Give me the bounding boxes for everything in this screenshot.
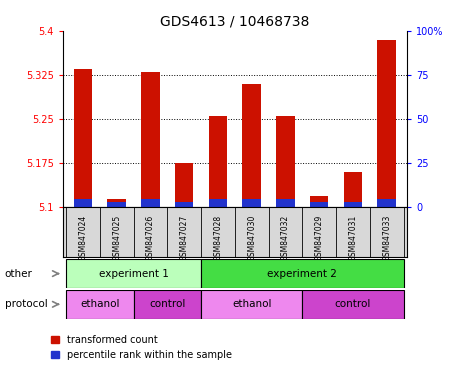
Bar — [74, 69, 92, 207]
Text: GSM847025: GSM847025 — [112, 215, 121, 261]
Bar — [133, 290, 201, 319]
Text: protocol: protocol — [5, 299, 47, 310]
Text: experiment 1: experiment 1 — [99, 268, 168, 279]
Text: GSM847028: GSM847028 — [213, 215, 222, 261]
Bar — [344, 202, 362, 207]
Text: ethanol: ethanol — [232, 299, 272, 310]
Bar — [276, 199, 295, 207]
Bar — [66, 259, 201, 288]
Bar — [201, 259, 404, 288]
Text: GSM847026: GSM847026 — [146, 215, 155, 261]
Bar — [107, 202, 126, 207]
Title: GDS4613 / 10468738: GDS4613 / 10468738 — [160, 14, 310, 28]
Bar — [378, 199, 396, 207]
Bar — [310, 202, 328, 207]
Text: GSM847033: GSM847033 — [382, 215, 391, 261]
Text: GSM847030: GSM847030 — [247, 215, 256, 261]
Bar — [141, 72, 160, 207]
Legend: transformed count, percentile rank within the sample: transformed count, percentile rank withi… — [51, 335, 232, 360]
Bar — [175, 202, 193, 207]
Bar — [310, 195, 328, 207]
Bar — [201, 290, 302, 319]
Text: ethanol: ethanol — [80, 299, 120, 310]
Bar — [74, 199, 92, 207]
Bar — [242, 84, 261, 207]
Bar — [209, 199, 227, 207]
Bar — [107, 199, 126, 207]
Bar — [276, 116, 295, 207]
Text: GSM847024: GSM847024 — [79, 215, 87, 261]
Bar — [302, 290, 404, 319]
Bar — [378, 40, 396, 207]
Text: GSM847031: GSM847031 — [348, 215, 358, 261]
Text: other: other — [5, 268, 33, 279]
Bar — [175, 163, 193, 207]
Text: control: control — [149, 299, 186, 310]
Text: control: control — [335, 299, 371, 310]
Text: GSM847029: GSM847029 — [315, 215, 324, 261]
Bar — [209, 116, 227, 207]
Text: GSM847032: GSM847032 — [281, 215, 290, 261]
Text: GSM847027: GSM847027 — [179, 215, 189, 261]
Bar — [242, 199, 261, 207]
Bar — [344, 172, 362, 207]
Bar — [66, 290, 133, 319]
Bar — [141, 199, 160, 207]
Text: experiment 2: experiment 2 — [267, 268, 337, 279]
